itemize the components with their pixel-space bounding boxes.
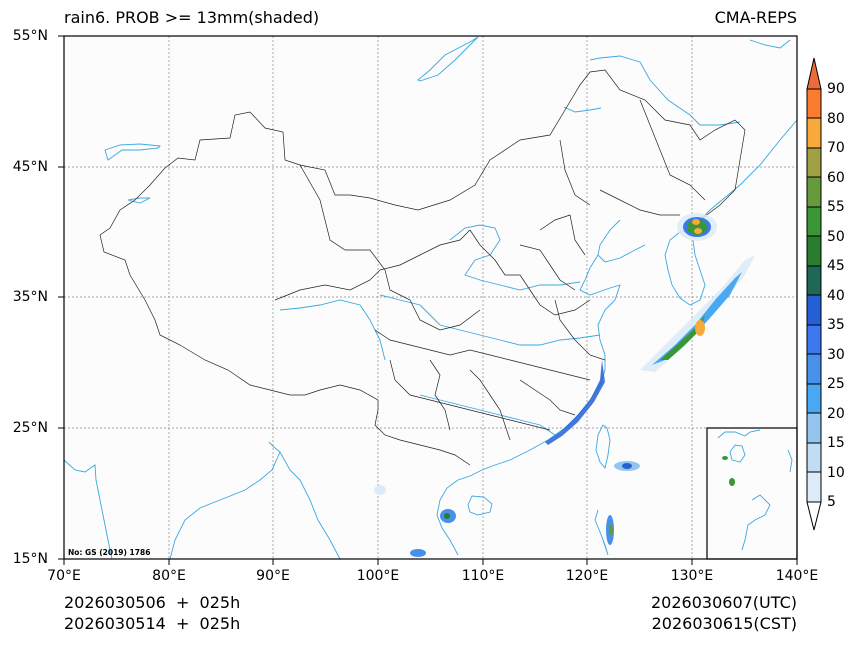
coastlines (63, 36, 798, 560)
inset-rain (722, 456, 735, 486)
valid-time-utc: 2026030607(UTC) (651, 593, 797, 612)
lat-label-25n: 25°N (12, 420, 48, 436)
colorbar-label: 80 (827, 111, 845, 127)
borders (99, 69, 746, 466)
chart-title: rain6. PROB >= 13mm(shaded) (64, 8, 320, 27)
axis-ticks (58, 35, 798, 565)
colorbar-label: 20 (827, 406, 845, 422)
lon-label-130e: 130°E (670, 568, 714, 584)
map-background (64, 36, 797, 559)
colorbar-label: 70 (827, 140, 845, 156)
init-time-cst: 2026030514 + 025h (64, 614, 241, 633)
south-china-sea-inset (706, 427, 798, 560)
colorbar-label: 25 (827, 376, 845, 392)
colorbar-label: 50 (827, 229, 845, 245)
lat-label-35n: 35°N (12, 289, 48, 305)
colorbar-label: 35 (827, 317, 845, 333)
lat-label-45n: 45°N (12, 159, 48, 175)
colorbar-label: 10 (827, 465, 845, 481)
lat-label-15n: 15°N (12, 551, 48, 567)
colorbar-label: 90 (827, 81, 845, 97)
probability-shading (374, 213, 755, 557)
inset-coastlines (717, 429, 793, 551)
lon-label-140e: 140°E (775, 568, 819, 584)
model-name: CMA-REPS (714, 8, 797, 27)
approval-number: No: GS (2019) 1786 (68, 548, 150, 557)
lon-label-70e: 70°E (47, 568, 81, 584)
colorbar-label: 30 (827, 347, 845, 363)
lon-label-90e: 90°E (256, 568, 290, 584)
colorbar (806, 57, 822, 531)
lat-label-55n: 55°N (12, 28, 48, 44)
colorbar-label: 40 (827, 288, 845, 304)
lon-label-100e: 100°E (356, 568, 400, 584)
colorbar-label: 55 (827, 199, 845, 215)
lon-label-80e: 80°E (152, 568, 186, 584)
gridlines (64, 36, 797, 559)
valid-time-cst: 2026030615(CST) (651, 614, 797, 633)
lon-label-110e: 110°E (461, 568, 505, 584)
colorbar-label: 5 (827, 494, 836, 510)
colorbar-label: 45 (827, 258, 845, 274)
colorbar-label: 60 (827, 170, 845, 186)
init-time-utc: 2026030506 + 025h (64, 593, 241, 612)
colorbar-label: 15 (827, 435, 845, 451)
lon-label-120e: 120°E (565, 568, 609, 584)
